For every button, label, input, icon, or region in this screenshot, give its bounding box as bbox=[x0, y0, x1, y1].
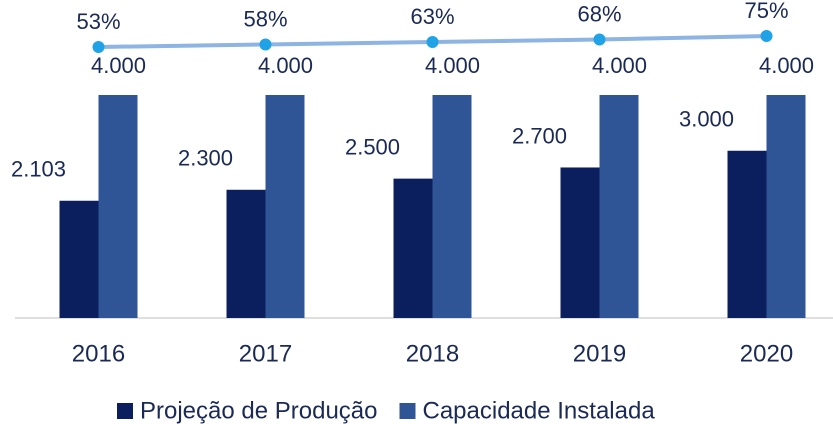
bar bbox=[432, 95, 472, 318]
bar bbox=[59, 200, 99, 318]
data-label: 2.300 bbox=[178, 146, 233, 171]
legend-label: Capacidade Instalada bbox=[423, 397, 656, 424]
bar bbox=[560, 167, 600, 318]
data-label: 3.000 bbox=[679, 107, 734, 132]
bar bbox=[226, 189, 266, 318]
bar bbox=[393, 178, 433, 318]
bar bbox=[727, 150, 767, 318]
data-label: 53% bbox=[76, 9, 120, 34]
line-marker bbox=[259, 38, 272, 51]
line-marker bbox=[760, 30, 773, 42]
data-label: 4.000 bbox=[759, 53, 814, 78]
data-label: 63% bbox=[410, 4, 454, 29]
line-marker bbox=[593, 33, 606, 46]
legend-label: Projeção de Produção bbox=[140, 397, 378, 424]
bar bbox=[98, 95, 138, 318]
bar bbox=[265, 95, 305, 318]
data-label: 4.000 bbox=[592, 53, 647, 78]
data-label: 4.000 bbox=[425, 53, 480, 78]
data-label: 2.700 bbox=[512, 123, 567, 148]
x-tick-label: 2016 bbox=[72, 340, 125, 367]
x-tick-label: 2018 bbox=[406, 340, 459, 367]
data-label: 58% bbox=[243, 6, 287, 31]
data-label: 75% bbox=[744, 0, 788, 23]
data-label: 2.500 bbox=[345, 134, 400, 159]
legend-swatch bbox=[117, 403, 133, 419]
bar bbox=[766, 95, 806, 318]
data-label: 4.000 bbox=[91, 53, 146, 78]
legend-swatch bbox=[399, 403, 416, 419]
line-marker bbox=[92, 41, 105, 53]
line-marker bbox=[426, 36, 439, 48]
data-label: 4.000 bbox=[258, 53, 313, 78]
data-label: 2.103 bbox=[11, 157, 66, 182]
x-tick-label: 2017 bbox=[239, 340, 292, 367]
x-tick-label: 2019 bbox=[573, 340, 626, 367]
x-tick-label: 2020 bbox=[740, 340, 793, 367]
data-label: 68% bbox=[577, 1, 621, 26]
bar bbox=[599, 95, 639, 318]
